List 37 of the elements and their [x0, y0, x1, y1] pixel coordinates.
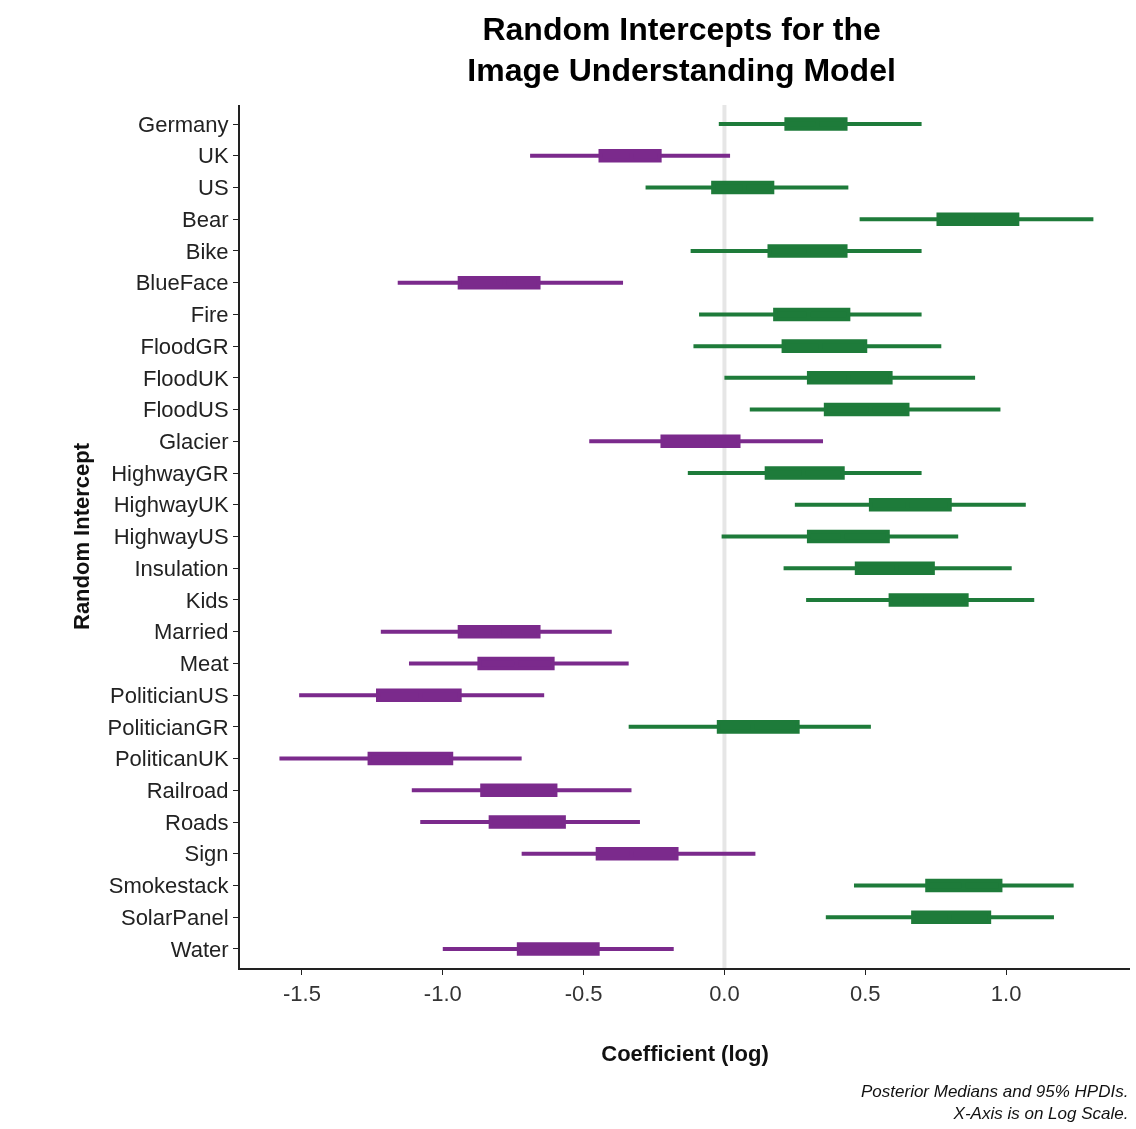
chart-title: Random Intercepts for the Image Understanding Model	[467, 10, 896, 89]
y-tick-label: FloodGR	[140, 333, 229, 359]
x-tick-label: 0.0	[709, 981, 740, 1007]
y-tick-label: US	[198, 175, 229, 201]
x-tick-label: -0.5	[564, 981, 603, 1007]
y-tick-label: Water	[170, 936, 229, 962]
y-tick-label: UK	[198, 143, 229, 169]
y-tick-label: FloodUK	[143, 365, 229, 391]
y-tick-label: Bear	[182, 206, 229, 232]
text: Posterior Medians and 95% HPDIs. X-Axis is on Log Scale.	[861, 1082, 1129, 1124]
x-tick-label: -1.0	[423, 981, 462, 1007]
y-tick-label: FloodUS	[143, 397, 229, 423]
y-tick-label: Insulation	[134, 555, 229, 581]
y-tick-label: PoliticanUK	[114, 746, 229, 772]
y-tick-label: Roads	[165, 809, 229, 835]
y-tick-label: Fire	[190, 302, 229, 328]
y-tick-label: SolarPanel	[120, 904, 229, 930]
y-tick-label: PoliticianGR	[107, 714, 229, 740]
y-tick-label: Railroad	[146, 778, 229, 804]
y-tick-label: BlueFace	[135, 270, 229, 296]
y-tick-label: Married	[154, 619, 229, 645]
y-tick-label: HighwayGR	[111, 460, 229, 486]
y-tick-label: Bike	[185, 238, 229, 264]
y-tick-label: Germany	[138, 111, 229, 137]
y-axis-title: Random Intercept	[68, 442, 94, 631]
y-tick-label: Smokestack	[108, 873, 230, 899]
y-tick-label: Glacier	[158, 429, 229, 455]
x-tick-label: -1.5	[283, 981, 321, 1007]
y-tick-label: PoliticianUS	[109, 682, 229, 708]
y-tick-label: HighwayUK	[113, 492, 229, 518]
y-tick-label: Sign	[184, 841, 229, 867]
x-tick-label: 1.0	[990, 981, 1022, 1007]
y-tick-label: Kids	[185, 587, 229, 613]
y-tick-label: Meat	[179, 651, 229, 677]
x-tick-label: 0.5	[849, 981, 881, 1007]
y-tick-label: HighwayUS	[113, 524, 229, 550]
x-axis-title: Coefficient (log)	[601, 1040, 769, 1066]
